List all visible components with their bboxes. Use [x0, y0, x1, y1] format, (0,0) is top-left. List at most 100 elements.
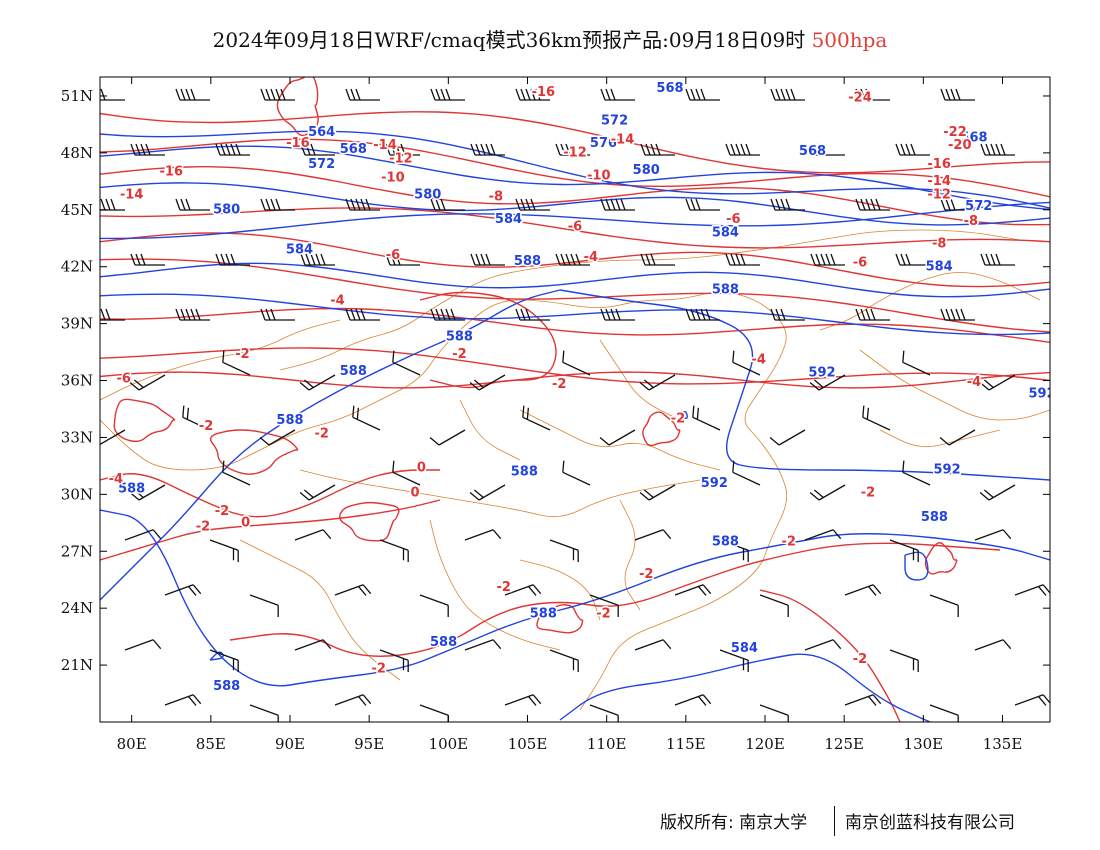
- wind-barb: [939, 429, 976, 446]
- temperature-contour-label: -6: [853, 256, 867, 271]
- wind-barb: [469, 374, 506, 391]
- wind-barb: [215, 143, 250, 156]
- temperature-contour-label: -2: [552, 377, 566, 392]
- wind-barb: [674, 694, 712, 706]
- height-contour-label: 580: [213, 203, 240, 218]
- temperature-contour-label: -4: [967, 375, 981, 390]
- wind-barb: [759, 594, 789, 617]
- temperature-contour-label: 0: [417, 461, 426, 476]
- temperature-contour: [100, 499, 441, 561]
- wind-barb: [844, 694, 882, 706]
- temperature-contour-label: -2: [314, 426, 328, 441]
- wind-barb: [300, 253, 335, 266]
- longitude-tick-labels: 80E 85E 90E 95E 100E 105E 110E 115E 120E 125E 130E…: [117, 735, 1023, 753]
- wind-barb: [385, 143, 420, 156]
- wind-barb: [889, 649, 919, 672]
- wind-barb: [299, 374, 336, 391]
- height-contour-label: 588: [446, 330, 473, 345]
- height-contour: [100, 201, 1050, 240]
- wind-barb: [685, 198, 720, 211]
- wind-barb: [430, 308, 465, 321]
- height-contour-label: 588: [511, 464, 538, 479]
- temperature-contour: [100, 207, 1050, 249]
- wind-barb: [685, 308, 720, 321]
- map-title: 2024年09月18日WRF/cmaq模式36km预报产品:09月18日09时 …: [0, 24, 1100, 53]
- wind-barb: [522, 405, 551, 431]
- height-contour: [100, 130, 1050, 209]
- boundary-line: [519, 409, 721, 471]
- wind-barb: [940, 88, 975, 101]
- wind-barb: [600, 308, 635, 321]
- wind-barb: [379, 649, 409, 672]
- temperature-contour-label: -2: [782, 535, 796, 550]
- wind-barb: [504, 694, 542, 706]
- height-contour: [904, 551, 929, 581]
- wind-barb: [562, 460, 591, 486]
- temperature-contour-label: -2: [199, 419, 213, 434]
- temperature-contour: [536, 604, 584, 634]
- wind-barb: [725, 143, 760, 156]
- boundary-line: [100, 319, 341, 401]
- temperature-contour-label: -10: [381, 170, 405, 185]
- height-contour-label: 580: [414, 187, 441, 202]
- wind-barb: [299, 484, 336, 501]
- height-contour-label: 568: [799, 144, 826, 159]
- wind-barb: [810, 143, 845, 156]
- temperature-contour-label: -2: [497, 580, 511, 595]
- wind-barb: [260, 198, 295, 211]
- wind-barb: [770, 88, 805, 101]
- wind-barb: [129, 374, 166, 391]
- height-contour-label: 588: [514, 254, 541, 269]
- boundary-line: [619, 499, 641, 611]
- wind-barb: [549, 649, 579, 672]
- province-boundaries: [100, 229, 1050, 711]
- temperature-contour-label: 0: [241, 516, 250, 531]
- temperature-contour: [759, 589, 901, 722]
- wind-barb: [600, 88, 635, 101]
- temperature-contour-label: -4: [751, 352, 765, 367]
- temperature-contour-label: -8: [932, 237, 946, 252]
- lat-tick-label: 42N: [61, 258, 93, 276]
- temperature-contour-label: -4: [330, 294, 344, 309]
- wind-barb: [732, 460, 761, 486]
- wind-barb: [549, 539, 579, 562]
- height-contour: [100, 262, 1050, 298]
- temperature-contour-label: -14: [373, 138, 397, 153]
- height-contour-label: 584: [926, 260, 953, 275]
- wind-barb: [929, 594, 959, 617]
- wind-barb: [130, 143, 165, 156]
- height-contour-label: 588: [118, 481, 145, 496]
- height-contour-label: 572: [308, 157, 335, 172]
- wind-barb: [940, 198, 975, 211]
- wind-barb: [222, 460, 251, 486]
- temperature-contour-label: -16: [532, 85, 556, 100]
- boundary-line: [100, 292, 788, 711]
- wind-barb: [639, 374, 676, 391]
- wind-barb: [589, 594, 619, 617]
- temperature-contour-label: -4: [109, 472, 123, 487]
- footer-separator: [834, 806, 835, 836]
- wind-barb: [515, 88, 550, 101]
- temperature-contour-label: -8: [964, 214, 978, 229]
- wind-barb: [429, 429, 466, 446]
- lon-tick-label: 130E: [904, 735, 944, 753]
- wind-barb: [979, 374, 1016, 391]
- wind-barb: [100, 308, 125, 321]
- wind-barb: [182, 405, 211, 431]
- wind-barb: [895, 143, 930, 156]
- wind-barb: [294, 639, 332, 651]
- wind-barb: [725, 253, 760, 266]
- temperature-contour-label: -6: [726, 212, 740, 227]
- boundary-line: [279, 229, 1021, 371]
- wind-barb: [804, 639, 842, 651]
- lon-tick-label: 125E: [824, 735, 864, 753]
- wind-barb: [555, 143, 590, 156]
- wind-barb: [164, 584, 202, 596]
- wind-barb: [392, 350, 421, 376]
- wind-barb: [940, 308, 975, 321]
- wind-barb: [100, 198, 125, 211]
- temperature-contour-label: -2: [639, 567, 653, 582]
- height-contour-label: 588: [921, 510, 948, 525]
- wind-barb: [974, 529, 1012, 541]
- wind-barb: [902, 350, 931, 376]
